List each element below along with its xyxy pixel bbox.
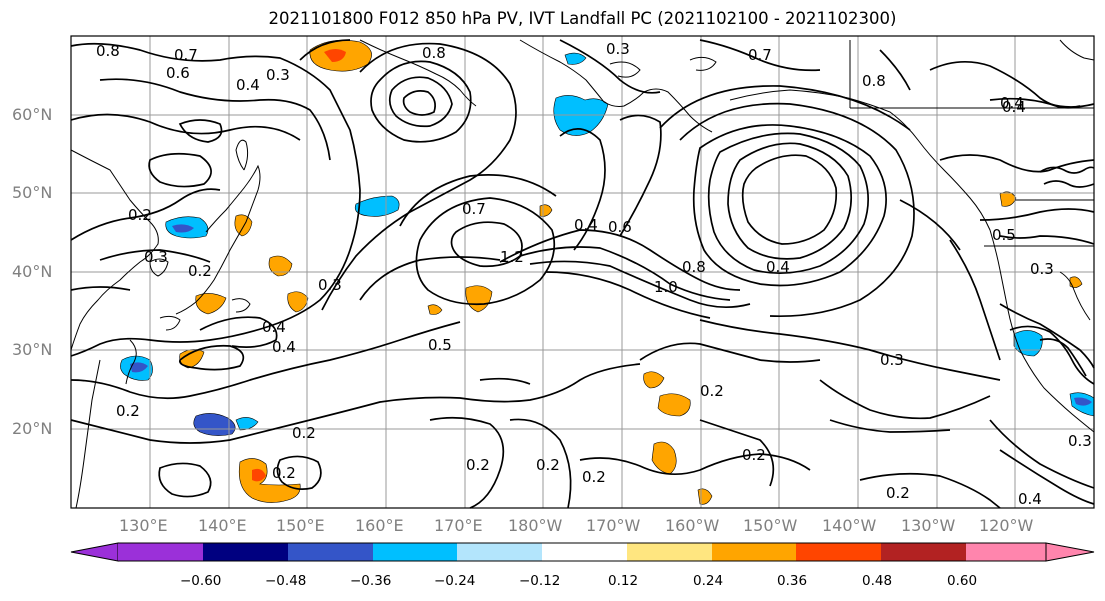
lon-label: 150°E (276, 516, 325, 535)
contour-label: 0.8 (862, 72, 886, 90)
contour-label: 0.6 (608, 218, 632, 236)
contour-label: 1.2 (500, 248, 524, 266)
lon-label: 140°W (822, 516, 877, 535)
colorbar-segment (203, 543, 288, 561)
lon-label: 160°W (665, 516, 720, 535)
colorbar-segment (542, 543, 627, 561)
contour-label: 0.2 (742, 446, 766, 464)
colorbar-label: 0.60 (947, 573, 978, 589)
lat-label: 30°N (12, 340, 53, 359)
lat-label: 40°N (12, 262, 53, 281)
contour-label: 0.8 (682, 258, 706, 276)
lon-label: 130°E (119, 516, 168, 535)
contour-label: 0.3 (1030, 260, 1054, 278)
colorbar-label: −0.48 (265, 573, 307, 589)
contour-label: 0.4 (262, 318, 286, 336)
contour-label: 0.6 (166, 64, 190, 82)
contour-label: 0.2 (582, 468, 606, 486)
colorbar-label: −0.60 (180, 573, 222, 589)
contour-label: 0.2 (292, 424, 316, 442)
lat-label: 60°N (12, 105, 53, 124)
colorbar-label: −0.24 (434, 573, 476, 589)
contour-label: 0.3 (880, 351, 904, 369)
colorbar-segment (1045, 542, 1095, 562)
contour-label: 0.4 (1002, 98, 1026, 116)
colorbar-segment (118, 543, 203, 561)
contour-label: 0.4 (236, 76, 260, 94)
contour-label: 0.3 (266, 66, 290, 84)
colorbar-segment (881, 543, 966, 561)
contour-label: 0.2 (188, 262, 212, 280)
contour-label: 0.5 (992, 226, 1016, 244)
lon-label: 150°W (743, 516, 798, 535)
colorbar-label: −0.36 (350, 573, 392, 589)
pv-contours (70, 39, 1095, 509)
lon-label: 140°E (198, 516, 247, 535)
colorbar-label: 0.36 (777, 573, 808, 589)
contour-label: 0.2 (272, 464, 296, 482)
map-title: 2021101800 F012 850 hPa PV, IVT Landfall… (268, 9, 897, 28)
lon-label: 170°W (586, 516, 641, 535)
colorbar-segment (70, 542, 119, 562)
contour-label: 0.3 (606, 40, 630, 58)
contour-label: 0.7 (748, 46, 772, 64)
contour-label: 0.2 (466, 456, 490, 474)
contour-label: 0.4 (272, 338, 296, 356)
colorbar-segment (288, 543, 373, 561)
contour-label: 1.0 (654, 278, 678, 296)
contour-label: 0.3 (318, 276, 342, 294)
contour-label: 0.2 (886, 484, 910, 502)
contour-label: 0.4 (574, 216, 598, 234)
colorbar (70, 542, 1095, 562)
contour-label: 0.8 (96, 42, 120, 60)
contour-label: 0.5 (428, 336, 452, 354)
lon-label: 120°W (979, 516, 1034, 535)
contour-label: 0.2 (128, 206, 152, 224)
contour-label: 0.2 (536, 456, 560, 474)
contour-label: 0.7 (462, 200, 486, 218)
contour-label: 0.3 (144, 248, 168, 266)
lon-label: 170°E (434, 516, 483, 535)
lon-label: 130°W (901, 516, 956, 535)
lat-label: 20°N (12, 419, 53, 438)
contour-label: 0.4 (1000, 94, 1024, 112)
lon-label: 180°W (508, 516, 563, 535)
lat-label: 50°N (12, 183, 53, 202)
colorbar-label: 0.12 (608, 573, 639, 589)
colorbar-segment (796, 543, 881, 561)
graticule (71, 36, 1094, 508)
contour-label: 0.4 (766, 258, 790, 276)
colorbar-segment (966, 543, 1046, 561)
colorbar-label: 0.48 (862, 573, 893, 589)
contour-label: 0.2 (700, 382, 724, 400)
colorbar-segment (457, 543, 542, 561)
contour-label: 0.8 (422, 44, 446, 62)
contour-label: 0.4 (1018, 490, 1042, 508)
contour-label: 0.3 (1068, 432, 1092, 450)
colorbar-segment (627, 543, 712, 561)
colorbar-segment (373, 543, 457, 561)
contour-labels: 0.8 0.7 0.6 0.3 0.4 0.8 0.3 0.7 0.8 0.4 … (96, 40, 1092, 508)
colorbar-segment (712, 543, 796, 561)
colorbar-label: 0.24 (693, 573, 724, 589)
contour-label: 0.7 (174, 46, 198, 64)
lon-label: 160°E (355, 516, 404, 535)
colorbar-label: −0.12 (519, 573, 561, 589)
map-frame (70, 35, 1095, 509)
contour-label: 0.2 (116, 402, 140, 420)
